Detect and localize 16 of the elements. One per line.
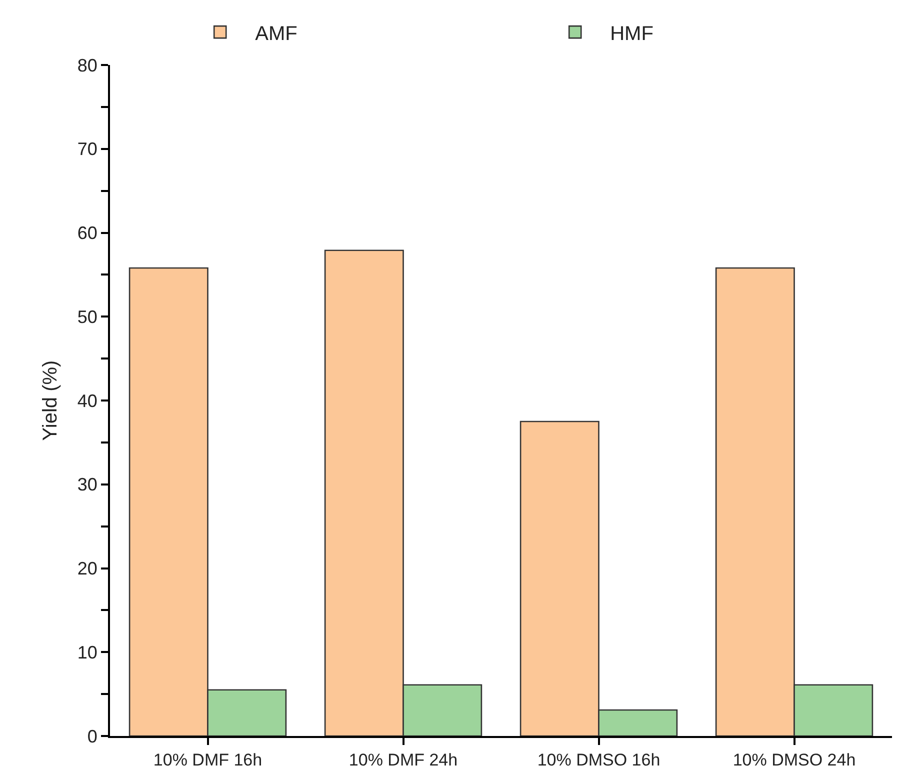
y-tick-label: 60 <box>77 223 98 244</box>
y-tick-label: 0 <box>87 726 98 746</box>
y-axis-title: Yield (%) <box>39 360 62 441</box>
y-tick-label: 50 <box>77 306 98 327</box>
y-tick-label: 20 <box>77 558 98 579</box>
y-tick-label: 80 <box>77 55 98 76</box>
x-tick-label: 10% DMF 24h <box>348 750 458 770</box>
x-tick-label: 10% DMF 16h <box>153 750 262 770</box>
legend-label: HMF <box>610 22 654 45</box>
y-tick-label: 40 <box>77 390 98 411</box>
y-tick-label: 30 <box>77 474 98 495</box>
y-tick-label: 70 <box>77 139 98 160</box>
x-tick-label: 10% DMSO 16h <box>537 750 660 770</box>
legend-label: AMF <box>255 22 298 45</box>
x-tick-label: 10% DMSO 24h <box>732 750 856 770</box>
y-tick-label: 10 <box>77 642 98 662</box>
